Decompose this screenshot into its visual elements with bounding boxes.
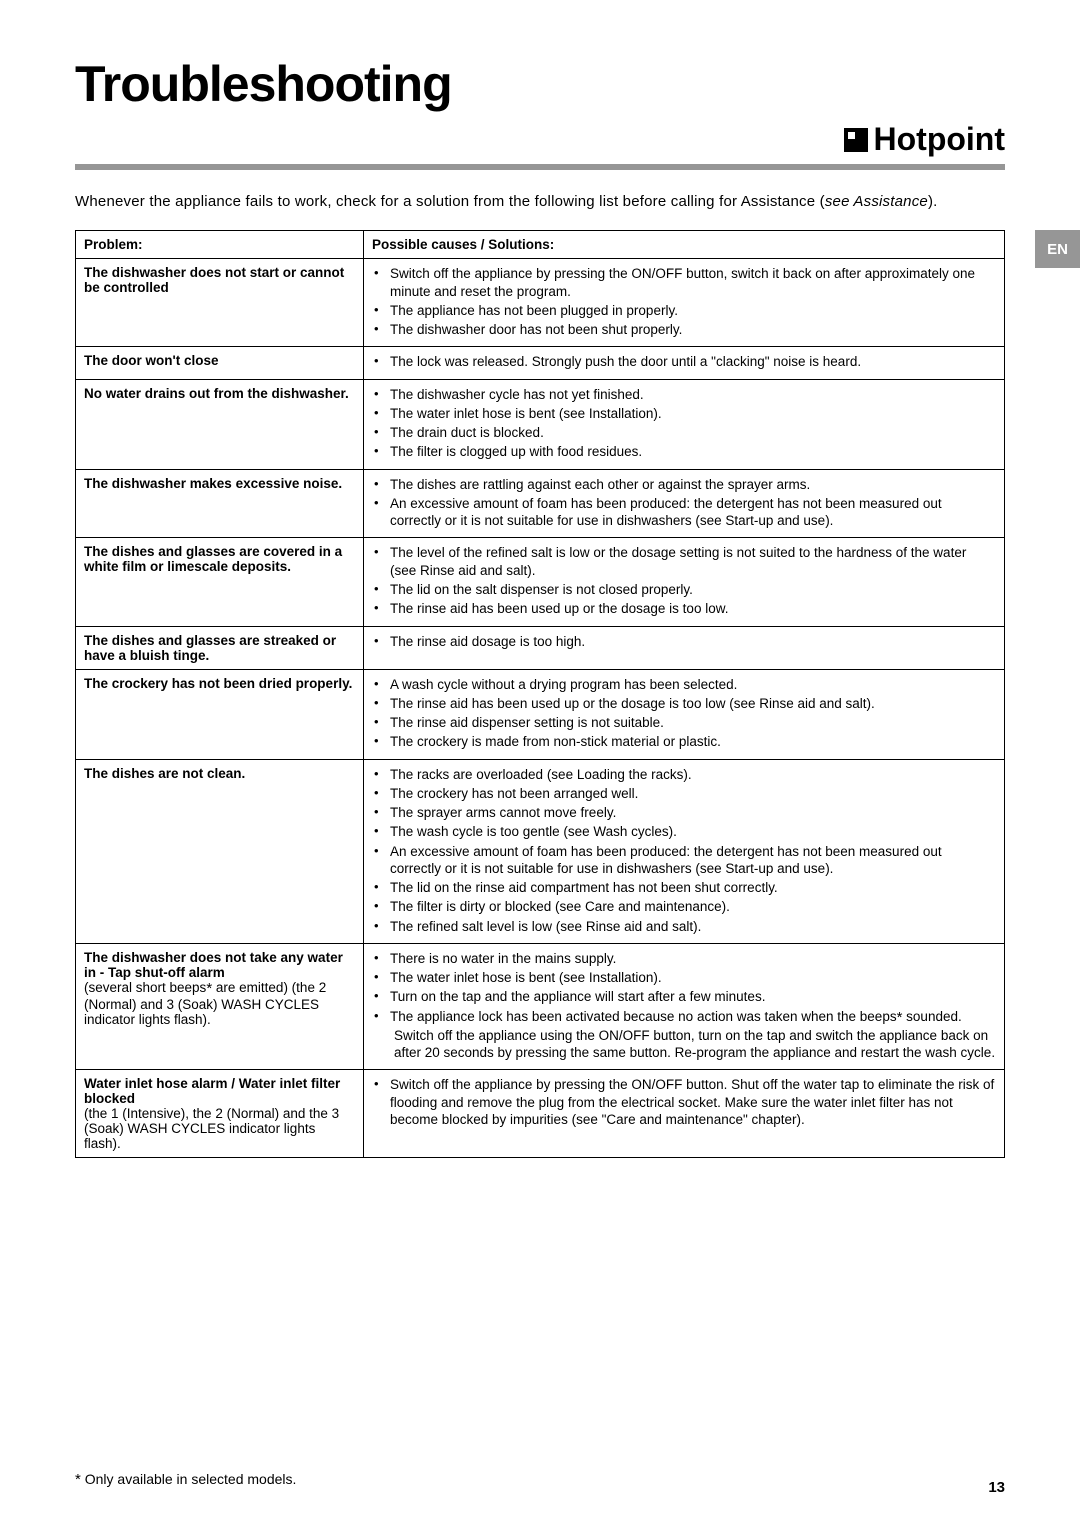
troubleshooting-table: Problem: Possible causes / Solutions: Th… bbox=[75, 230, 1005, 1158]
solution-item: The rinse aid has been used up or the do… bbox=[386, 600, 996, 617]
solution-cell: The level of the refined salt is low or … bbox=[363, 538, 1004, 626]
solution-list: There is no water in the mains supply. Th… bbox=[372, 950, 996, 1062]
solution-list: The dishwasher cycle has not yet finishe… bbox=[372, 386, 996, 461]
problem-cell: The dishes are not clean. bbox=[76, 759, 364, 943]
solution-item: The dishes are rattling against each oth… bbox=[386, 476, 996, 493]
table-row: The dishwasher makes excessive noise. The… bbox=[76, 469, 1005, 538]
solution-item: The lock was released. Strongly push the… bbox=[386, 353, 996, 370]
problem-cell: The dishes and glasses are covered in a … bbox=[76, 538, 364, 626]
footnote: * Only available in selected models. bbox=[75, 1431, 1005, 1488]
solution-cell: There is no water in the mains supply. Th… bbox=[363, 943, 1004, 1070]
solution-item: The filter is clogged up with food resid… bbox=[386, 443, 996, 460]
solution-list: Switch off the appliance by pressing the… bbox=[372, 265, 996, 338]
intro-italic: see Assistance bbox=[825, 193, 928, 210]
solution-item: The rinse aid dispenser setting is not s… bbox=[386, 714, 996, 731]
solution-item: The crockery is made from non-stick mate… bbox=[386, 733, 996, 750]
solution-item: Switch off the appliance by pressing the… bbox=[386, 1076, 996, 1128]
solution-item: The wash cycle is too gentle (see Wash c… bbox=[386, 823, 996, 840]
solution-item: Switch off the appliance by pressing the… bbox=[386, 265, 996, 300]
table-row: Water inlet hose alarm / Water inlet fil… bbox=[76, 1070, 1005, 1158]
brand-name: Hotpoint bbox=[874, 121, 1006, 158]
solution-item: The dishwasher cycle has not yet finishe… bbox=[386, 386, 996, 403]
solution-list: The dishes are rattling against each oth… bbox=[372, 476, 996, 530]
solution-item: An excessive amount of foam has been pro… bbox=[386, 843, 996, 878]
solution-item: There is no water in the mains supply. bbox=[386, 950, 996, 967]
table-row: The dishes are not clean. The racks are o… bbox=[76, 759, 1005, 943]
solution-item: The racks are overloaded (see Loading th… bbox=[386, 766, 996, 783]
table-row: The dishes and glasses are covered in a … bbox=[76, 538, 1005, 626]
solution-item: The sprayer arms cannot move freely. bbox=[386, 804, 996, 821]
table-header-problem: Problem: bbox=[76, 231, 364, 259]
solution-item: The rinse aid dosage is too high. bbox=[386, 633, 996, 650]
problem-cell: The crockery has not been dried properly… bbox=[76, 669, 364, 759]
table-row: The crockery has not been dried properly… bbox=[76, 669, 1005, 759]
page-title: Troubleshooting bbox=[75, 55, 1005, 113]
hotpoint-icon bbox=[844, 128, 868, 152]
solution-item: The crockery has not been arranged well. bbox=[386, 785, 996, 802]
table-row: The dishwasher does not take any water i… bbox=[76, 943, 1005, 1070]
solution-item: The filter is dirty or blocked (see Care… bbox=[386, 898, 996, 915]
brand-logo: Hotpoint bbox=[844, 121, 1006, 158]
intro-text: Whenever the appliance fails to work, ch… bbox=[75, 192, 1005, 212]
problem-cell: The door won't close bbox=[76, 347, 364, 379]
table-row: The door won't close The lock was release… bbox=[76, 347, 1005, 379]
solution-item: The water inlet hose is bent (see Instal… bbox=[386, 405, 996, 422]
solution-item: The rinse aid has been used up or the do… bbox=[386, 695, 996, 712]
table-row: The dishwasher does not start or cannot … bbox=[76, 259, 1005, 347]
solution-list: The rinse aid dosage is too high. bbox=[372, 633, 996, 650]
solution-item: A wash cycle without a drying program ha… bbox=[386, 676, 996, 693]
solution-cell: The dishes are rattling against each oth… bbox=[363, 469, 1004, 538]
solution-item: The refined salt level is low (see Rinse… bbox=[386, 918, 996, 935]
solution-item: The dishwasher door has not been shut pr… bbox=[386, 321, 996, 338]
problem-cell: No water drains out from the dishwasher. bbox=[76, 379, 364, 469]
problem-cell: The dishes and glasses are streaked or h… bbox=[76, 626, 364, 669]
solution-list: The lock was released. Strongly push the… bbox=[372, 353, 996, 370]
problem-cell: The dishwasher does not start or cannot … bbox=[76, 259, 364, 347]
footnote-text: Only available in selected models. bbox=[81, 1471, 297, 1487]
solution-item: The lid on the salt dispenser is not clo… bbox=[386, 581, 996, 598]
solution-item: The drain duct is blocked. bbox=[386, 424, 996, 441]
intro-post: ). bbox=[928, 193, 938, 210]
solution-list: The level of the refined salt is low or … bbox=[372, 544, 996, 617]
solution-cell: The lock was released. Strongly push the… bbox=[363, 347, 1004, 379]
solution-cell: Switch off the appliance by pressing the… bbox=[363, 259, 1004, 347]
solution-list: Switch off the appliance by pressing the… bbox=[372, 1076, 996, 1128]
solution-list: A wash cycle without a drying program ha… bbox=[372, 676, 996, 751]
problem-cell: The dishwasher does not take any water i… bbox=[76, 943, 364, 1070]
language-tab: EN bbox=[1035, 230, 1080, 268]
solution-cell: Switch off the appliance by pressing the… bbox=[363, 1070, 1004, 1158]
table-row: The dishes and glasses are streaked or h… bbox=[76, 626, 1005, 669]
solution-item: The level of the refined salt is low or … bbox=[386, 544, 996, 579]
brand-bar: Hotpoint bbox=[75, 121, 1005, 170]
solution-cell: A wash cycle without a drying program ha… bbox=[363, 669, 1004, 759]
solution-item: The lid on the rinse aid compartment has… bbox=[386, 879, 996, 896]
page-number: 13 bbox=[988, 1479, 1005, 1496]
problem-cell: Water inlet hose alarm / Water inlet fil… bbox=[76, 1070, 364, 1158]
solution-item: The appliance has not been plugged in pr… bbox=[386, 302, 996, 319]
intro-pre: Whenever the appliance fails to work, ch… bbox=[75, 193, 825, 210]
solution-cell: The rinse aid dosage is too high. bbox=[363, 626, 1004, 669]
solution-cell: The dishwasher cycle has not yet finishe… bbox=[363, 379, 1004, 469]
solution-list: The racks are overloaded (see Loading th… bbox=[372, 766, 996, 935]
solution-cell: The racks are overloaded (see Loading th… bbox=[363, 759, 1004, 943]
problem-cell: The dishwasher makes excessive noise. bbox=[76, 469, 364, 538]
solution-item: An excessive amount of foam has been pro… bbox=[386, 495, 996, 530]
solution-item: The appliance lock has been activated be… bbox=[386, 1008, 996, 1062]
solution-item: Turn on the tap and the appliance will s… bbox=[386, 988, 996, 1005]
solution-item: The water inlet hose is bent (see Instal… bbox=[386, 969, 996, 986]
table-header-solution: Possible causes / Solutions: bbox=[363, 231, 1004, 259]
table-row: No water drains out from the dishwasher.… bbox=[76, 379, 1005, 469]
